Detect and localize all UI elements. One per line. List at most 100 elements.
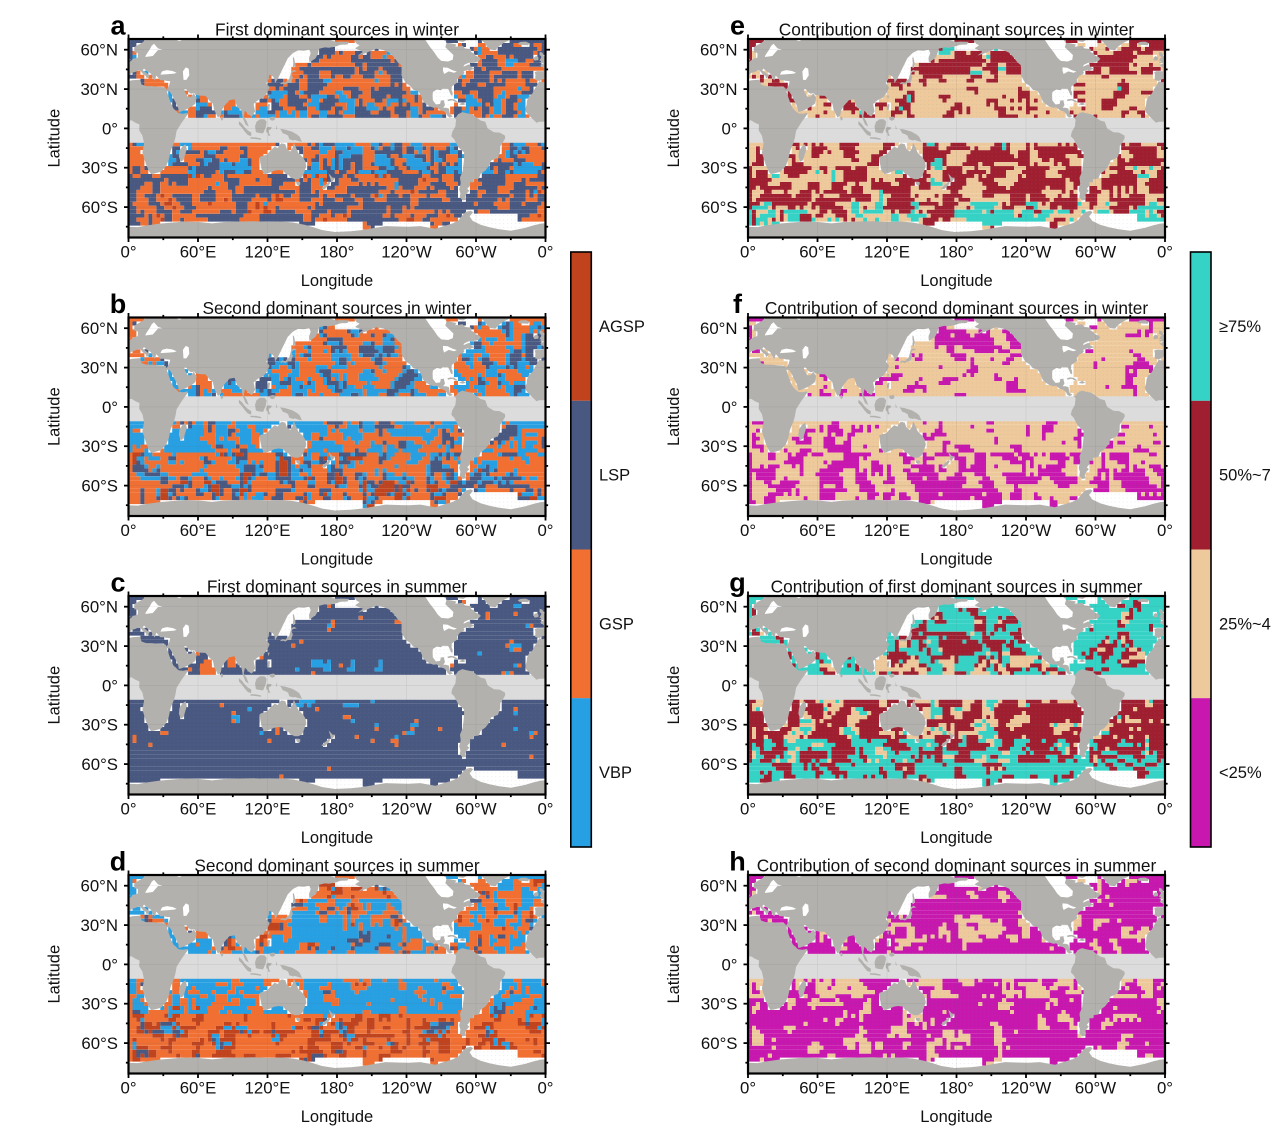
svg-text:GSP: GSP — [599, 615, 634, 633]
svg-text:LSP: LSP — [599, 467, 630, 485]
svg-text:0°: 0° — [120, 243, 136, 262]
svg-text:30°N: 30°N — [81, 916, 119, 935]
svg-text:30°S: 30°S — [701, 159, 738, 178]
svg-text:60°N: 60°N — [700, 598, 738, 617]
svg-text:60°N: 60°N — [700, 319, 738, 338]
svg-text:30°N: 30°N — [81, 637, 119, 656]
svg-text:60°W: 60°W — [1075, 1079, 1116, 1098]
svg-text:g: g — [729, 568, 746, 598]
svg-text:30°N: 30°N — [700, 359, 738, 378]
svg-text:30°S: 30°S — [81, 159, 118, 178]
svg-text:120°W: 120°W — [1001, 243, 1052, 262]
svg-text:60°N: 60°N — [81, 598, 119, 617]
svg-text:120°W: 120°W — [381, 521, 432, 540]
svg-text:0°: 0° — [721, 676, 737, 695]
svg-text:0°: 0° — [537, 521, 553, 540]
svg-text:60°S: 60°S — [701, 1034, 738, 1053]
svg-text:Latitude: Latitude — [665, 945, 683, 1004]
svg-text:h: h — [729, 847, 746, 877]
svg-text:b: b — [110, 289, 127, 319]
svg-text:Latitude: Latitude — [46, 945, 64, 1004]
svg-text:0°: 0° — [721, 955, 737, 974]
svg-text:<25%: <25% — [1219, 764, 1262, 782]
svg-text:180°: 180° — [320, 243, 355, 262]
svg-text:0°: 0° — [721, 119, 737, 138]
svg-text:30°N: 30°N — [700, 916, 738, 935]
svg-text:Longitude: Longitude — [920, 829, 993, 847]
svg-text:Contribution of first dominant: Contribution of first dominant sources i… — [779, 20, 1135, 40]
svg-text:Contribution of second dominan: Contribution of second dominant sources … — [757, 856, 1157, 876]
svg-text:30°S: 30°S — [81, 437, 118, 456]
svg-text:Longitude: Longitude — [920, 272, 993, 290]
svg-text:120°W: 120°W — [1001, 1079, 1052, 1098]
svg-text:30°S: 30°S — [81, 716, 118, 735]
svg-text:e: e — [730, 11, 745, 41]
svg-text:120°E: 120°E — [245, 521, 291, 540]
svg-text:60°E: 60°E — [180, 1079, 217, 1098]
svg-text:180°: 180° — [320, 800, 355, 819]
svg-text:0°: 0° — [102, 955, 118, 974]
svg-text:0°: 0° — [102, 398, 118, 417]
svg-text:30°S: 30°S — [701, 437, 738, 456]
svg-text:120°W: 120°W — [381, 800, 432, 819]
svg-text:Longitude: Longitude — [301, 551, 374, 569]
svg-text:180°: 180° — [320, 1079, 355, 1098]
svg-text:60°S: 60°S — [81, 198, 118, 217]
svg-text:60°W: 60°W — [455, 1079, 496, 1098]
svg-text:VBP: VBP — [599, 764, 632, 782]
svg-text:30°N: 30°N — [81, 80, 119, 99]
svg-text:AGSP: AGSP — [599, 318, 645, 336]
svg-text:Latitude: Latitude — [46, 666, 64, 725]
svg-text:First dominant sources in wint: First dominant sources in winter — [215, 20, 459, 40]
svg-text:60°W: 60°W — [455, 521, 496, 540]
svg-text:Latitude: Latitude — [665, 666, 683, 725]
svg-text:60°E: 60°E — [180, 243, 217, 262]
svg-text:Longitude: Longitude — [920, 551, 993, 569]
svg-text:120°E: 120°E — [245, 1079, 291, 1098]
svg-text:Latitude: Latitude — [46, 387, 64, 446]
svg-text:0°: 0° — [102, 676, 118, 695]
svg-text:120°E: 120°E — [864, 521, 910, 540]
svg-text:0°: 0° — [120, 1079, 136, 1098]
svg-text:0°: 0° — [740, 1079, 756, 1098]
svg-text:60°E: 60°E — [799, 521, 836, 540]
svg-text:30°S: 30°S — [81, 995, 118, 1014]
svg-text:30°N: 30°N — [81, 359, 119, 378]
svg-text:30°N: 30°N — [700, 637, 738, 656]
svg-text:60°W: 60°W — [1075, 243, 1116, 262]
svg-text:Longitude: Longitude — [920, 1108, 993, 1126]
svg-text:60°E: 60°E — [799, 1079, 836, 1098]
svg-text:120°E: 120°E — [245, 243, 291, 262]
svg-text:180°: 180° — [320, 521, 355, 540]
svg-text:120°E: 120°E — [864, 1079, 910, 1098]
svg-text:120°E: 120°E — [864, 243, 910, 262]
svg-text:180°: 180° — [939, 521, 974, 540]
svg-text:0°: 0° — [1157, 521, 1173, 540]
svg-text:0°: 0° — [120, 800, 136, 819]
svg-text:60°N: 60°N — [700, 41, 738, 60]
svg-text:60°S: 60°S — [701, 755, 738, 774]
svg-text:60°S: 60°S — [701, 198, 738, 217]
svg-text:25%~49%: 25%~49% — [1219, 615, 1271, 633]
svg-text:0°: 0° — [120, 521, 136, 540]
svg-text:Second dominant sources in sum: Second dominant sources in summer — [194, 856, 480, 876]
svg-text:0°: 0° — [1157, 800, 1173, 819]
svg-text:0°: 0° — [1157, 1079, 1173, 1098]
svg-text:60°S: 60°S — [701, 477, 738, 496]
svg-text:Contribution of first dominant: Contribution of first dominant sources i… — [771, 577, 1143, 597]
svg-text:≥75%: ≥75% — [1219, 318, 1261, 336]
svg-text:60°S: 60°S — [81, 755, 118, 774]
svg-text:Latitude: Latitude — [46, 109, 64, 168]
svg-text:120°W: 120°W — [1001, 521, 1052, 540]
svg-text:60°E: 60°E — [180, 800, 217, 819]
svg-text:Latitude: Latitude — [665, 387, 683, 446]
svg-text:60°W: 60°W — [1075, 521, 1116, 540]
svg-text:60°W: 60°W — [1075, 800, 1116, 819]
svg-text:First dominant sources in summ: First dominant sources in summer — [207, 577, 468, 597]
svg-text:f: f — [733, 289, 743, 319]
svg-text:60°W: 60°W — [455, 243, 496, 262]
svg-text:c: c — [110, 568, 125, 598]
svg-text:Longitude: Longitude — [301, 829, 374, 847]
svg-text:0°: 0° — [1157, 243, 1173, 262]
svg-text:Contribution of second dominan: Contribution of second dominant sources … — [765, 298, 1149, 318]
